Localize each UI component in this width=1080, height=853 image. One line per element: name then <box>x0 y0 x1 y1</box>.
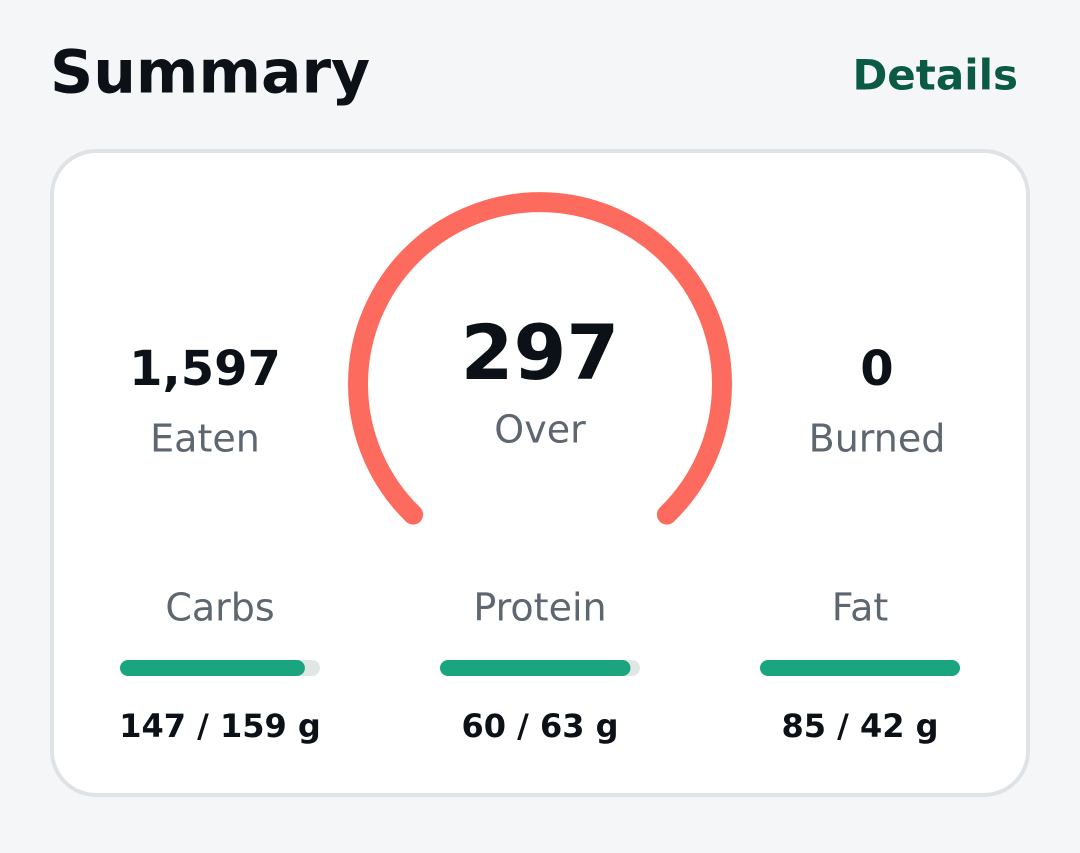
macro-bar <box>440 660 631 676</box>
burned-value: 0 <box>860 341 893 397</box>
eaten-value: 1,597 <box>129 341 281 397</box>
gauge-arc <box>348 192 732 525</box>
macro-amount: 85 / 42 g <box>781 707 938 745</box>
macro-name: Protein <box>473 586 606 630</box>
remaining-label: Over <box>494 408 586 452</box>
title: Summary <box>50 38 370 108</box>
macro-amount: 60 / 63 g <box>461 707 618 745</box>
card <box>50 149 1030 797</box>
macro-name: Fat <box>832 586 889 630</box>
macros: Carbs 147 / 159 g Protein 60 / 63 g Fat 85 / … <box>119 586 960 745</box>
macro-amount: 147 / 159 g <box>119 707 321 745</box>
burned-label: Burned <box>809 417 946 461</box>
macro-bar <box>120 660 305 676</box>
eaten-label: Eaten <box>150 417 260 461</box>
details-link[interactable]: Details <box>852 51 1018 100</box>
remaining-value: 297 <box>461 308 620 397</box>
macro-bar <box>760 660 960 676</box>
macro-name: Carbs <box>165 586 274 630</box>
